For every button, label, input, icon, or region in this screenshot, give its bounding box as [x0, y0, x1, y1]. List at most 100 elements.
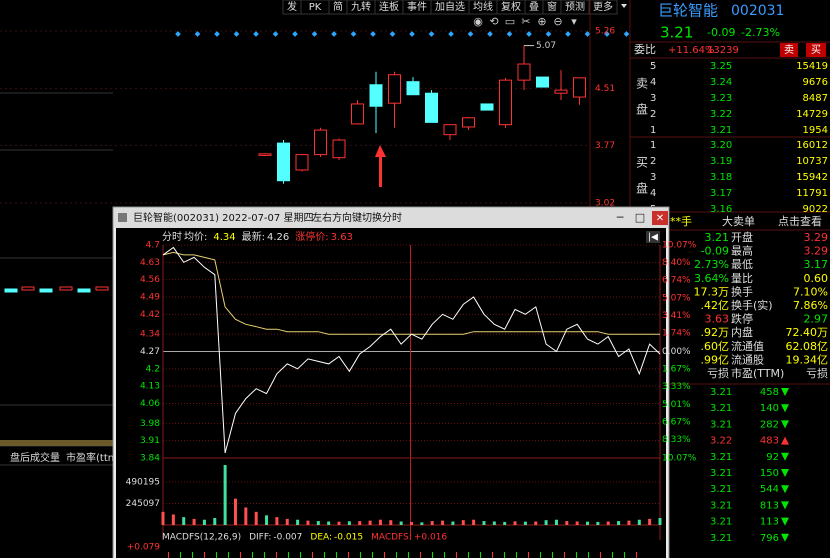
macd-macd: +0.016 [414, 533, 448, 543]
toolbar-button[interactable]: 加自选 [435, 0, 465, 13]
buy-button-bg[interactable] [806, 43, 826, 57]
trade-arrow [781, 533, 789, 542]
mini-candle [59, 286, 73, 291]
macd-bar [564, 552, 565, 558]
toolbar-button[interactable]: 九转 [351, 0, 371, 13]
volume-bar [233, 498, 237, 525]
candle-body [369, 84, 383, 107]
toolbar-button[interactable]: 发 [287, 0, 297, 13]
candle-body [517, 63, 531, 81]
chart-tool-icon[interactable]: ⊖ [553, 15, 562, 28]
info-last: 4.26 [267, 232, 289, 243]
volume-bar [378, 519, 382, 525]
info-limit-label: 涨停价: [295, 230, 328, 243]
book-volume: 10737 [796, 156, 828, 167]
book-volume: 14729 [796, 109, 828, 120]
candle-body [314, 129, 327, 156]
toolbar-button-bg[interactable] [588, 0, 618, 15]
toolbar-button[interactable]: 预测 [565, 0, 585, 13]
trade-price: 3.21 [710, 452, 732, 463]
toolbar-button[interactable]: 窗 [547, 0, 557, 13]
sell-button[interactable]: 卖 [784, 44, 794, 56]
macd-bar [384, 552, 385, 558]
volume-bar [648, 518, 652, 525]
popup-titlebar [114, 208, 668, 228]
chart-tool-icon[interactable]: ◉ [473, 15, 483, 28]
toolbar-button[interactable]: 复权 [501, 0, 521, 13]
quote-label: 最低 [731, 258, 753, 271]
macd-bar [624, 552, 625, 558]
window-button[interactable]: ─ [616, 211, 624, 224]
trade-arrow [781, 469, 789, 477]
y-tick-label: 4.56 [140, 275, 160, 285]
quote-label: 量比 [731, 272, 753, 285]
panel-label: 市盈率(ttm [66, 451, 117, 464]
quote-header: 点击查看 [778, 214, 822, 228]
toolbar-arrow[interactable] [621, 4, 627, 8]
chart-tool-icon[interactable]: ▭ [505, 15, 515, 28]
book-volume: 9022 [803, 204, 828, 215]
trade-arrow [781, 436, 789, 445]
trade-price: 3.21 [710, 419, 732, 430]
chart-tool-icon[interactable]: ✂ [521, 15, 530, 28]
y-tick-label: 3.02 [595, 199, 615, 209]
y-tick-label: 4.27 [140, 347, 160, 357]
nav-button[interactable] [646, 231, 660, 243]
trade-volume: 458 [760, 387, 779, 398]
macd-bar [240, 552, 241, 558]
toolbar-button[interactable]: 更多 [593, 0, 613, 13]
info-limit: 3.63 [331, 232, 353, 243]
macd-bar [396, 552, 397, 558]
volume-bar [523, 521, 527, 525]
macd-bar [516, 552, 517, 558]
close-button[interactable] [652, 211, 668, 225]
macd-bar [552, 552, 553, 558]
macd-bar [540, 552, 541, 558]
stock-price: 3.21 [660, 24, 693, 42]
macd-bar [324, 552, 325, 558]
marker-diamond [623, 31, 630, 37]
toolbar-button[interactable]: 连板 [379, 0, 399, 13]
mini-candle [77, 288, 91, 293]
volume-bar [171, 514, 175, 525]
macd-bar [348, 552, 349, 558]
toolbar-button[interactable]: 事件 [407, 0, 427, 13]
volume-bar [275, 517, 279, 525]
pct-tick-label: 6.67% [662, 418, 691, 428]
chart-tool-icon[interactable]: ▾ [571, 15, 577, 28]
pct-tick-label: 3.41% [662, 311, 691, 321]
buy-button[interactable]: 买 [811, 44, 821, 56]
arrow-indicator [375, 145, 386, 187]
mini-candle [21, 286, 35, 291]
sell-button-bg[interactable] [780, 43, 798, 57]
marker-diamond [526, 31, 532, 37]
volume-bar [327, 521, 331, 525]
toolbar-button[interactable]: 均线 [473, 0, 493, 13]
quote-header: **手 [670, 214, 692, 228]
toolbar-button[interactable]: 简 [333, 0, 343, 13]
quote-value: -0.09 [701, 245, 729, 258]
macd-bar [492, 552, 493, 558]
trade-volume: 544 [760, 484, 779, 495]
trade-price: 3.21 [710, 468, 732, 479]
y-tick-label: 4.7 [146, 241, 160, 251]
book-level: 3 [650, 93, 656, 104]
y-tick-label: 3.77 [595, 141, 615, 151]
macd-bar [600, 552, 601, 558]
toolbar-button[interactable]: PK [309, 2, 322, 13]
chart-tool-icon[interactable]: ⟲ [489, 15, 498, 28]
volume-bar [182, 517, 186, 525]
macd-bar [204, 552, 205, 558]
trade-price: 3.21 [710, 517, 732, 528]
toolbar-button[interactable]: 叠 [529, 1, 539, 13]
trade-volume: 796 [760, 533, 779, 544]
macd-bar [228, 552, 229, 558]
volume-bar [492, 521, 496, 525]
window-button[interactable]: □ [635, 211, 645, 224]
candle-body [573, 77, 586, 98]
popup-body [116, 228, 666, 558]
quote-value: 亏损 [707, 366, 729, 380]
pct-tick-label: 6.74% [662, 276, 691, 286]
chart-tool-icon[interactable]: ⊕ [537, 15, 546, 28]
trade-volume: 282 [760, 419, 779, 430]
